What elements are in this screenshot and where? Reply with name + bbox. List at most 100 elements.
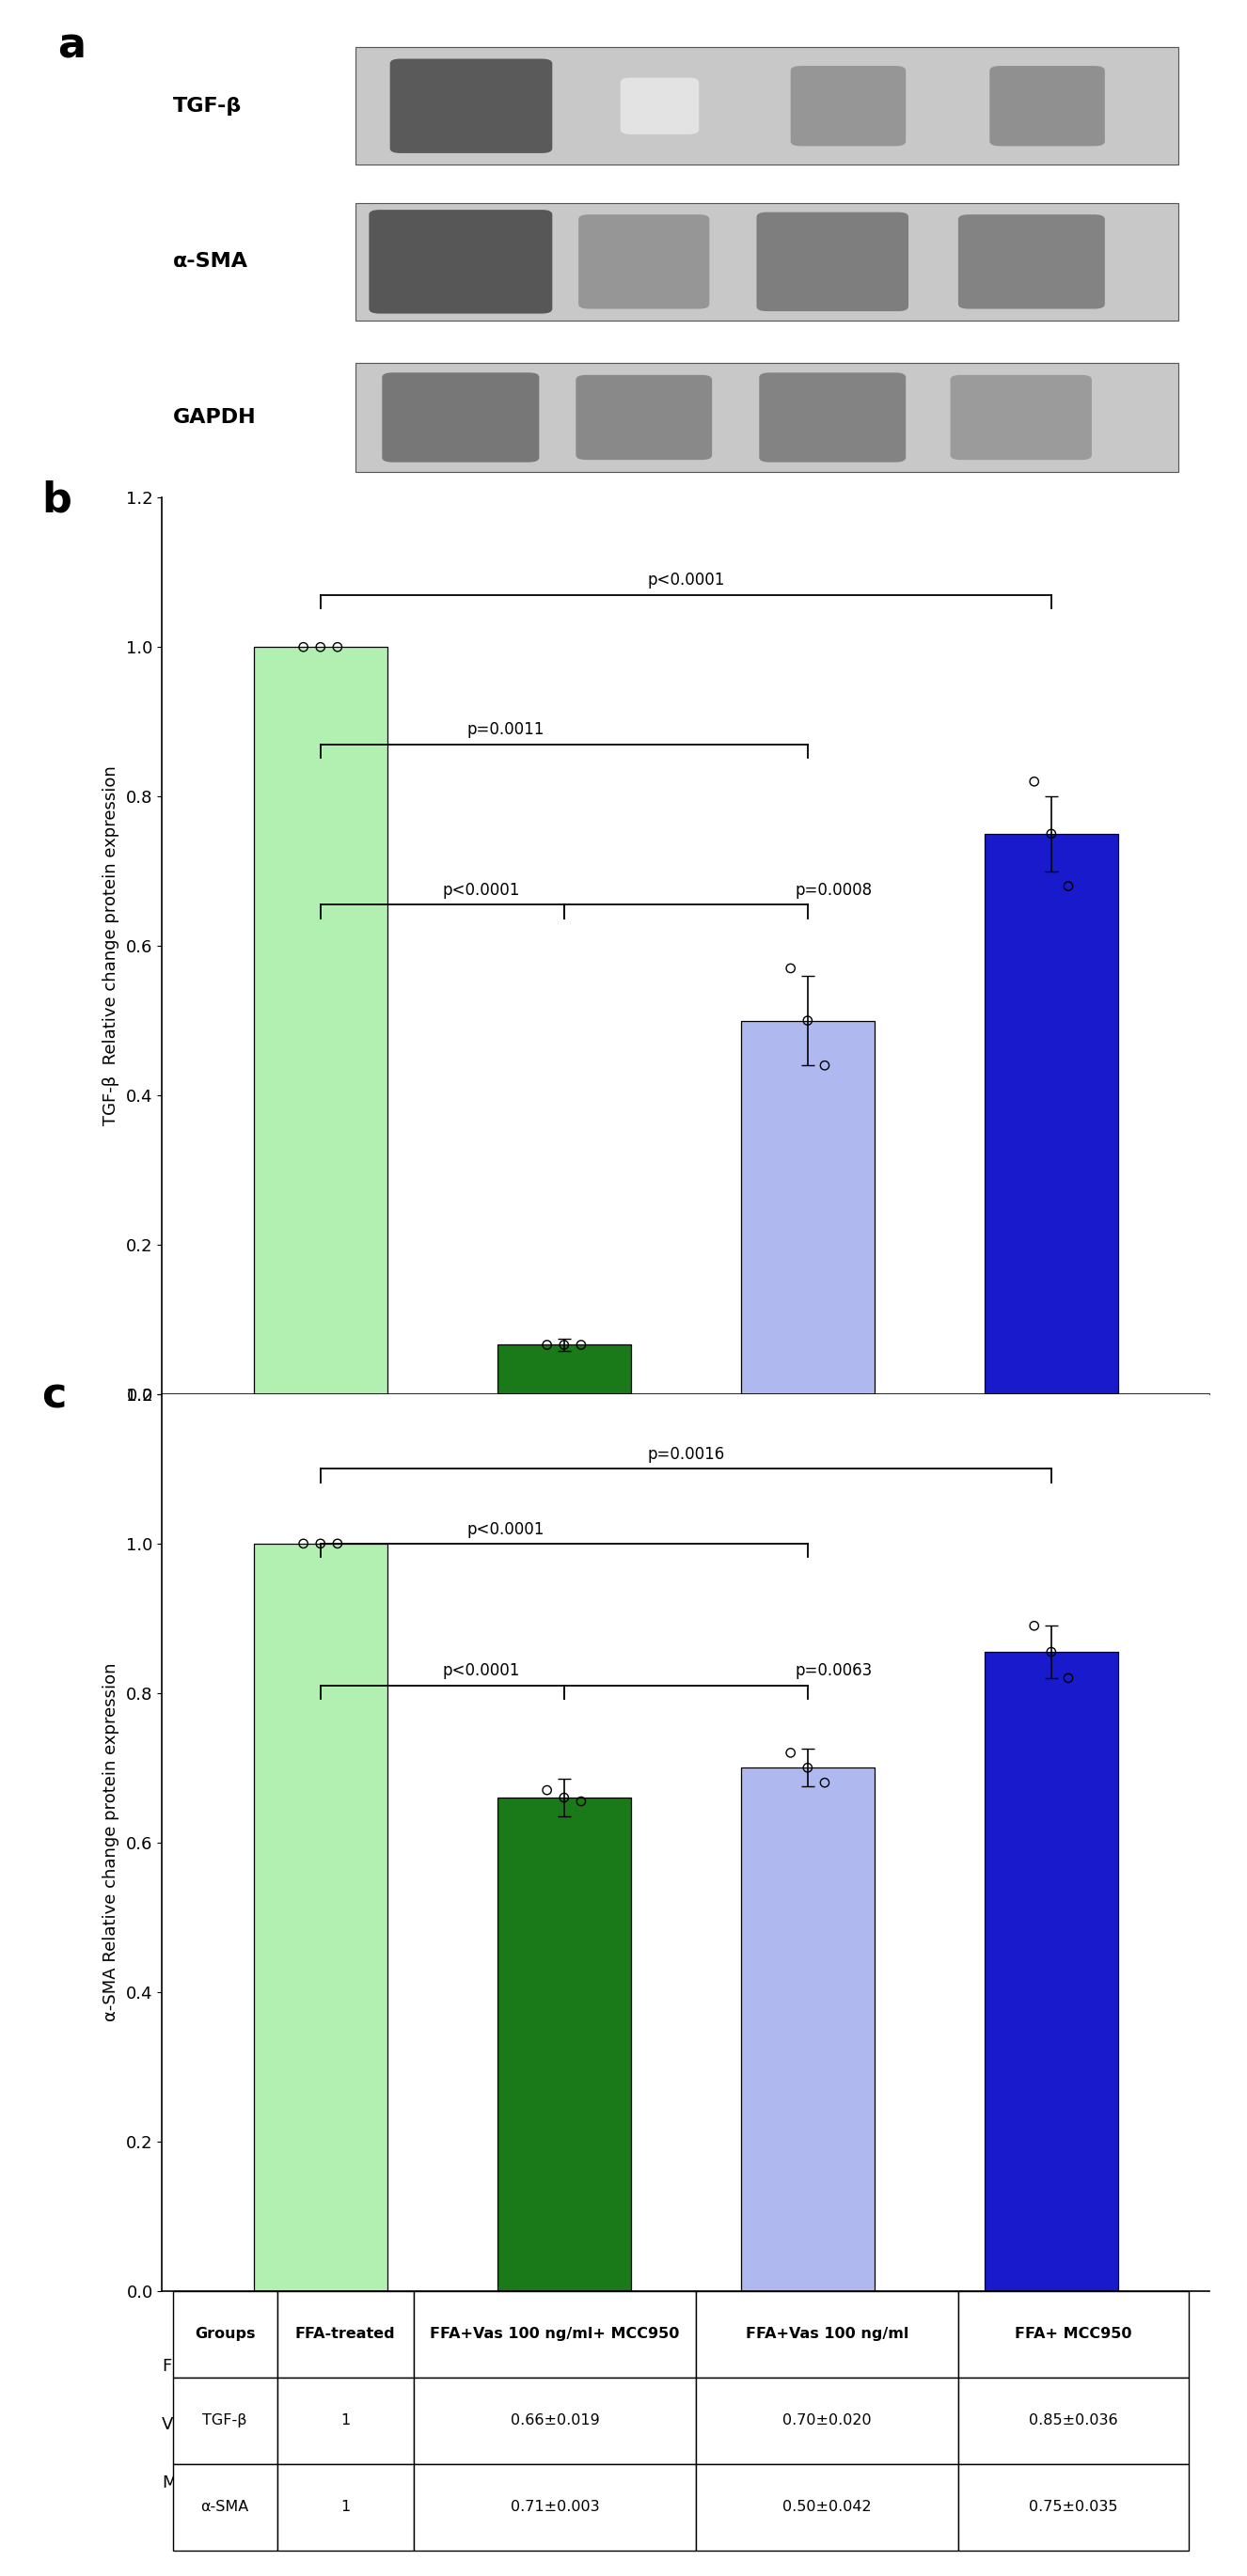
Text: -: -	[374, 2416, 380, 2434]
Point	[1041, 1631, 1061, 1672]
Point	[781, 1731, 801, 1772]
Text: +: +	[595, 1461, 609, 1479]
FancyBboxPatch shape	[369, 209, 552, 314]
Bar	[355, 204, 1178, 319]
Point	[798, 999, 818, 1041]
Point	[1059, 866, 1079, 907]
Text: FFA+ MCC950: FFA+ MCC950	[1015, 2326, 1132, 2342]
Bar	[355, 46, 1178, 165]
Bar	[355, 363, 1178, 471]
Bar	[958, 2290, 1188, 2378]
FancyBboxPatch shape	[576, 376, 712, 461]
FancyBboxPatch shape	[579, 214, 710, 309]
Bar	[958, 2378, 1188, 2463]
Text: 0.75±0.035: 0.75±0.035	[1029, 2499, 1117, 2514]
Text: 0.85±0.036: 0.85±0.036	[1029, 2414, 1117, 2427]
Text: +: +	[595, 2416, 609, 2434]
Text: p=0.0011: p=0.0011	[466, 721, 544, 739]
Text: 1: 1	[340, 2499, 350, 2514]
Y-axis label: TGF-β  Relative change protein expression: TGF-β Relative change protein expression	[102, 765, 120, 1126]
Bar	[172, 2463, 277, 2550]
Bar	[277, 2290, 414, 2378]
Text: p<0.0001: p<0.0001	[647, 572, 725, 590]
Text: TGF-β: TGF-β	[202, 2414, 247, 2427]
Text: α-SMA: α-SMA	[201, 2499, 249, 2514]
Text: p<0.0001: p<0.0001	[466, 1520, 544, 1538]
Text: +: +	[809, 1520, 824, 1538]
Point	[311, 1522, 330, 1564]
Text: -: -	[374, 1520, 380, 1538]
Bar	[277, 2463, 414, 2550]
Text: 0.50±0.042: 0.50±0.042	[783, 2499, 872, 2514]
Text: b: b	[41, 479, 71, 520]
Text: +: +	[1035, 1461, 1049, 1479]
FancyBboxPatch shape	[757, 211, 909, 312]
Text: a: a	[57, 26, 86, 67]
Bar	[414, 2378, 696, 2463]
Point	[293, 1522, 313, 1564]
Bar	[253, 647, 388, 1394]
Bar	[984, 835, 1119, 1394]
Text: -: -	[374, 1579, 380, 1595]
Text: p=0.0016: p=0.0016	[647, 1445, 725, 1463]
Point	[781, 948, 801, 989]
Text: +: +	[809, 2357, 824, 2375]
Point	[814, 1046, 834, 1087]
Text: +: +	[1035, 1579, 1049, 1595]
Point	[814, 1762, 834, 1803]
Text: MCC950: MCC950	[162, 1579, 232, 1595]
Point	[293, 626, 313, 667]
Text: -: -	[374, 2476, 380, 2491]
FancyBboxPatch shape	[950, 376, 1092, 461]
Text: c: c	[41, 1376, 66, 1417]
Text: p=0.0063: p=0.0063	[796, 1662, 873, 1680]
Bar	[741, 1020, 874, 1394]
FancyBboxPatch shape	[382, 374, 539, 461]
Bar	[958, 2463, 1188, 2550]
Text: +: +	[1035, 2357, 1049, 2375]
Text: +: +	[370, 2357, 384, 2375]
Bar	[172, 2290, 277, 2378]
Text: p=0.0008: p=0.0008	[796, 881, 873, 899]
Bar	[741, 1767, 874, 2290]
Point	[328, 626, 348, 667]
Text: +: +	[370, 1461, 384, 1479]
Text: α-SMA: α-SMA	[172, 252, 248, 270]
Point	[537, 1770, 557, 1811]
Text: Vaspin 100 ng/ml: Vaspin 100 ng/ml	[162, 2416, 309, 2434]
Bar	[696, 2378, 958, 2463]
Text: +: +	[595, 1520, 609, 1538]
Bar	[498, 1798, 631, 2290]
Point	[571, 1324, 591, 1365]
Y-axis label: α-SMA Relative change protein expression: α-SMA Relative change protein expression	[102, 1664, 120, 2022]
FancyBboxPatch shape	[390, 59, 552, 152]
FancyBboxPatch shape	[958, 214, 1105, 309]
Text: FFA-treated: FFA-treated	[162, 1461, 259, 1479]
Text: p<0.0001: p<0.0001	[443, 881, 520, 899]
Text: -: -	[1039, 1520, 1045, 1538]
FancyBboxPatch shape	[990, 67, 1105, 147]
Text: FFA-treated: FFA-treated	[296, 2326, 395, 2342]
Bar	[414, 2463, 696, 2550]
Text: p<0.0001: p<0.0001	[443, 1662, 520, 1680]
Bar	[414, 2290, 696, 2378]
Point	[1024, 760, 1044, 801]
Text: +: +	[595, 2357, 609, 2375]
Point	[798, 1747, 818, 1788]
Point	[1041, 814, 1061, 855]
Text: 0.66±0.019: 0.66±0.019	[510, 2414, 600, 2427]
Bar	[172, 2378, 277, 2463]
Text: -: -	[814, 2476, 819, 2491]
Text: Groups: Groups	[195, 2326, 256, 2342]
Text: FFA+Vas 100 ng/ml: FFA+Vas 100 ng/ml	[746, 2326, 909, 2342]
Point	[554, 1324, 574, 1365]
Text: +: +	[809, 2416, 824, 2434]
Text: 0.71±0.003: 0.71±0.003	[510, 2499, 600, 2514]
Bar	[498, 1345, 631, 1394]
Text: +: +	[595, 2476, 609, 2491]
Text: -: -	[814, 1579, 819, 1595]
FancyBboxPatch shape	[759, 374, 905, 461]
Bar	[696, 2290, 958, 2378]
Point	[311, 626, 330, 667]
Text: 1: 1	[340, 2414, 350, 2427]
